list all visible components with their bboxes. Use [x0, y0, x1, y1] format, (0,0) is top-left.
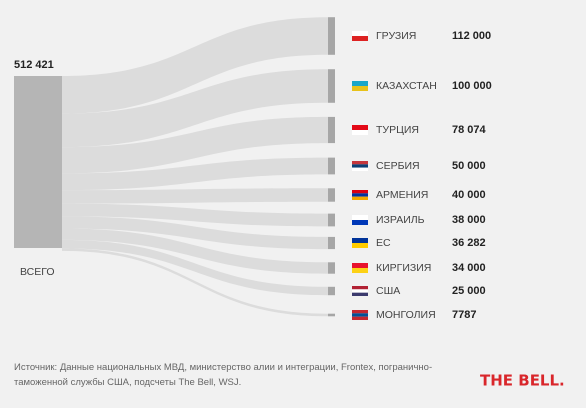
value-label: 36 282: [452, 237, 486, 249]
flag-stripe: [352, 161, 368, 165]
target-bar: [328, 157, 335, 175]
flow: [62, 116, 328, 174]
country-label: КАЗАХСТАН: [376, 80, 437, 92]
source-bar: [14, 76, 62, 248]
flow: [62, 216, 328, 250]
country-label: ИЗРАИЛЬ: [376, 214, 425, 226]
flows: [62, 17, 328, 317]
value-label: 38 000: [452, 214, 486, 226]
flag-stripe: [352, 286, 368, 290]
flag-stripe: [352, 263, 368, 268]
flag-stripe: [352, 31, 368, 36]
flow: [62, 203, 328, 227]
flag-stripe: [352, 215, 368, 220]
value-label: 100 000: [452, 80, 492, 92]
flag-stripe: [352, 196, 368, 200]
target-bar: [328, 69, 335, 103]
value-label: 25 000: [452, 285, 486, 297]
flag-stripe: [352, 243, 368, 248]
flow: [62, 69, 328, 148]
flow: [62, 17, 328, 114]
target-bar: [328, 262, 335, 274]
flag-stripe: [352, 86, 368, 91]
brand: THE BELL.: [480, 372, 565, 390]
value-label: 7787: [452, 309, 476, 321]
country-label: США: [376, 285, 400, 297]
flag-stripe: [352, 292, 368, 296]
flag-stripe: [352, 310, 368, 314]
flag-stripe: [352, 36, 368, 41]
country-label: СЕРБИЯ: [376, 160, 420, 172]
value-label: 78 074: [452, 124, 487, 136]
value-label: 40 000: [452, 189, 486, 201]
value-label: 112 000: [452, 30, 491, 42]
flag-stripe: [352, 130, 368, 135]
target-bar: [328, 17, 335, 55]
flag-stripe: [352, 316, 368, 320]
country-label: КИРГИЗИЯ: [376, 262, 431, 274]
flag-stripe: [352, 220, 368, 225]
target-bar: [328, 188, 335, 202]
flow: [62, 157, 328, 191]
flag-stripe: [352, 125, 368, 130]
source-label: ВСЕГО: [20, 266, 55, 278]
flag-stripe: [352, 164, 368, 168]
flag-stripe: [352, 313, 368, 317]
target-bar: [328, 213, 335, 227]
country-label: МОНГОЛИЯ: [376, 309, 436, 321]
target-bar: [328, 313, 335, 317]
total-label: 512 421: [14, 59, 54, 71]
footnote-box: Источник: Данные национальных МВД, минис…: [14, 362, 433, 388]
flow: [62, 188, 328, 204]
footnote: Источник: Данные национальных МВД, минис…: [14, 362, 433, 388]
flag-stripe: [352, 238, 368, 243]
value-label: 34 000: [452, 262, 486, 274]
flag-stripe: [352, 167, 368, 171]
flow: [62, 248, 328, 317]
target-bar: [328, 236, 335, 250]
flag-stripe: [352, 268, 368, 273]
flow: [62, 239, 328, 296]
country-label: ГРУЗИЯ: [376, 30, 416, 42]
country-label: ЕС: [376, 237, 391, 249]
flag-stripe: [352, 289, 368, 293]
country-label: АРМЕНИЯ: [376, 189, 428, 201]
value-label: 50 000: [452, 160, 486, 172]
flag-stripe: [352, 193, 368, 197]
flag-stripe: [352, 190, 368, 194]
target-bar: [328, 286, 335, 296]
target-bar: [328, 116, 335, 144]
country-label: ТУРЦИЯ: [376, 124, 419, 136]
flag-stripe: [352, 81, 368, 86]
flow: [62, 228, 328, 274]
